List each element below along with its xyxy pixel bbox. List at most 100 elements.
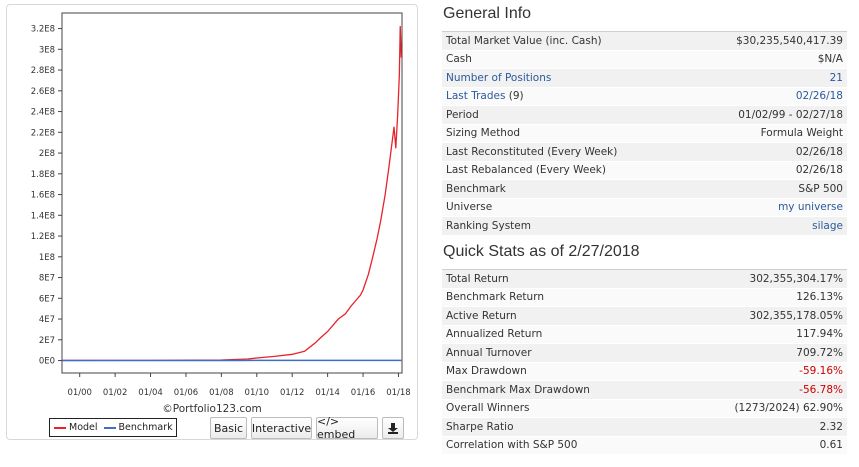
row-value: 302,355,304.17% [749,272,843,285]
stat-row-benchmark-max-drawdown: Benchmark Max Drawdown -56.78% [442,380,847,399]
row-label: Total Return [446,272,509,285]
row-label: Overall Winners [446,402,530,415]
positions-count-link[interactable]: 21 [829,71,843,84]
info-row-sizing-method: Sizing Method Formula Weight [442,124,847,143]
stat-row-benchmark-return: Benchmark Return 126.13% [442,288,847,307]
legend-swatch-benchmark [103,426,116,429]
row-value: $N/A [817,53,843,66]
last-trades-link[interactable]: Last Trades [446,90,506,103]
y-tick-label: 3.2E8 [31,25,55,35]
legend-swatch-model [54,426,66,429]
row-value: Formula Weight [760,127,843,140]
y-tick-label: 1.8E8 [31,170,55,180]
legend-label-model: Model [69,422,98,433]
stat-row-sharpe-ratio: Sharpe Ratio 2.32 [442,417,847,436]
row-value: -59.16% [799,365,843,378]
row-label: Total Market Value (inc. Cash) [446,34,602,47]
y-tick-label: 1.6E8 [31,191,55,201]
legend-label-benchmark: Benchmark [118,422,173,433]
row-value: 117.94% [796,328,843,341]
quick-stats-table: Total Return 302,355,304.17% Benchmark Re… [442,269,847,455]
y-tick-label: 2.8E8 [31,66,55,76]
stat-row-annual-turnover: Annual Turnover 709.72% [442,343,847,362]
last-trades-date-link[interactable]: 02/26/18 [795,90,843,103]
row-label: Annual Turnover [446,346,532,359]
info-row-universe: Universe my universe [442,198,847,217]
y-tick-label: 1E8 [39,253,55,263]
interactive-button[interactable]: Interactive [251,417,312,439]
series-line-model [61,25,402,362]
row-label: Benchmark Max Drawdown [446,383,590,396]
info-row-cash: Cash $N/A [442,50,847,69]
y-tick-label: 1.2E8 [31,232,55,242]
x-tick-label: 01/02 [103,388,128,398]
row-value: 126.13% [796,291,843,304]
row-label: Cash [446,53,472,66]
info-row-last-reconstituted: Last Reconstituted (Every Week) 02/26/18 [442,142,847,161]
x-tick-label: 01/08 [209,388,234,398]
stat-row-correlation: Correlation with S&P 500 0.61 [442,436,847,455]
x-tick-label: 01/04 [138,388,163,398]
universe-link[interactable]: my universe [778,201,843,214]
legend-item-benchmark[interactable]: Benchmark [103,422,173,433]
row-label: Last Reconstituted (Every Week) [446,145,618,158]
download-icon [388,422,398,434]
info-row-number-of-positions: Number of Positions 21 [442,68,847,87]
plot-frame [61,12,403,374]
row-value: 02/26/18 [795,145,843,158]
row-value: 2.32 [819,420,843,433]
y-tick-label: 2.4E8 [31,108,55,118]
ranking-system-link[interactable]: silage [812,219,843,232]
row-value: 302,355,178.05% [749,309,843,322]
row-value: S&P 500 [798,182,843,195]
y-tick-label: 4E7 [39,315,55,325]
x-tick-label: 01/16 [351,388,376,398]
y-tick-label: 2.2E8 [31,128,55,138]
y-tick-label: 0E0 [39,357,55,367]
stat-row-total-return: Total Return 302,355,304.17% [442,269,847,288]
x-tick-label: 01/12 [280,388,305,398]
row-label: Sharpe Ratio [446,420,514,433]
last-trades-count: (9) [505,90,524,103]
row-value: 02/26/18 [795,164,843,177]
info-row-last-rebalanced: Last Rebalanced (Every Week) 02/26/18 [442,161,847,180]
row-label: Sizing Method [446,127,521,140]
general-info-table: Total Market Value (inc. Cash) $30,235,54… [442,31,847,236]
row-label: Benchmark Return [446,291,544,304]
y-tick-label: 6E7 [39,294,55,304]
chart-legend: Model Benchmark [49,418,177,437]
y-tick-label: 2E8 [39,149,55,159]
row-label: Period [446,108,479,121]
row-label: Correlation with S&P 500 [446,439,578,452]
y-tick-label: 2.6E8 [31,87,55,97]
info-row-period: Period 01/02/99 - 02/27/18 [442,105,847,124]
embed-button[interactable]: </> embed [316,415,378,441]
general-info-title: General Info [443,5,532,22]
x-tick-label: 01/00 [67,388,92,398]
row-value: 0.61 [819,439,843,452]
chart-panel: 0E0 2E7 4E7 6E7 8E7 1E8 1.2E8 1.4E8 1.6E8 1.8E8 2E… [6,4,418,441]
stat-row-max-drawdown: Max Drawdown -59.16% [442,362,847,381]
x-tick-label: 01/14 [315,388,340,398]
download-button[interactable] [382,417,404,439]
y-tick-label: 8E7 [39,274,55,284]
row-value: (1273/2024) 62.90% [734,402,843,415]
row-value: -56.78% [799,383,843,396]
row-label: Benchmark [446,182,506,195]
basic-button[interactable]: Basic [210,417,247,439]
row-label: Universe [446,201,493,214]
watermark: ©Portfolio123.com [162,403,262,415]
performance-chart: 0E0 2E7 4E7 6E7 8E7 1E8 1.2E8 1.4E8 1.6E8 1.8E8 2E… [31,12,411,398]
number-of-positions-link[interactable]: Number of Positions [446,71,552,84]
x-tick-label: 01/18 [386,388,411,398]
info-row-benchmark: Benchmark S&P 500 [442,179,847,198]
row-label: Ranking System [446,219,531,232]
info-row-ranking-system: Ranking System silage [442,216,847,235]
legend-item-model[interactable]: Model [54,422,98,433]
y-tick-label: 1.4E8 [31,211,55,221]
row-label: Last Rebalanced (Every Week) [446,164,606,177]
quick-stats-title: Quick Stats as of 2/27/2018 [443,243,640,260]
stat-row-annualized-return: Annualized Return 117.94% [442,325,847,344]
row-value: 01/02/99 - 02/27/18 [738,108,843,121]
y-tick-label: 2E7 [39,336,55,346]
